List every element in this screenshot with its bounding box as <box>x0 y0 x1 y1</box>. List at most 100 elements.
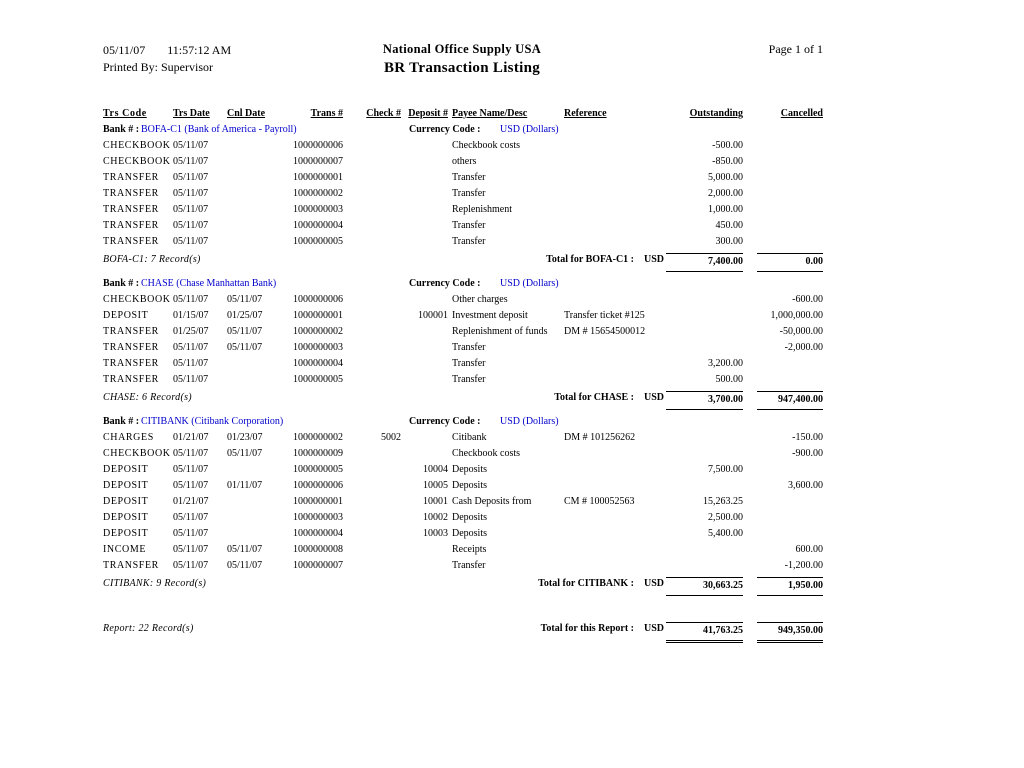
cell-check-no <box>343 292 401 308</box>
cell-payee: Deposits <box>452 464 487 475</box>
cell-outstanding: 2,500.00 <box>708 512 743 523</box>
cell-payee: Receipts <box>452 544 487 555</box>
cell-check-no <box>343 218 401 234</box>
cell-check-no <box>343 308 401 324</box>
cell-trans-no: 1000000006 <box>293 480 343 491</box>
cell-check-no <box>343 170 401 186</box>
cell-outstanding <box>664 446 743 462</box>
cell-deposit-no <box>401 558 448 574</box>
cell-code: INCOME <box>103 544 147 555</box>
cell-deposit-no <box>401 430 448 446</box>
transaction-row: CHARGES 01/21/07 01/23/07 1000000002 5002 Cit… <box>101 430 823 446</box>
cell-code: DEPOSIT <box>103 480 149 491</box>
print-date: 05/11/07 <box>103 43 146 57</box>
cell-payee: Transfer <box>452 188 486 199</box>
transaction-row: DEPOSIT 01/15/07 01/25/07 1000000001 100001 I… <box>101 308 823 324</box>
cell-reference <box>563 138 664 154</box>
cell-code: CHARGES <box>103 432 154 443</box>
cell-cnl-date <box>225 356 277 372</box>
cell-cancelled <box>743 494 823 510</box>
cell-payee: Transfer <box>452 172 486 183</box>
cell-deposit-no: 10002 <box>423 512 448 523</box>
cell-cancelled: 3,600.00 <box>788 480 823 491</box>
bank-record-summary: BOFA-C1: 7 Record(s) <box>103 254 201 265</box>
cell-payee: Investment deposit <box>452 310 528 321</box>
cell-cancelled: -50,000.00 <box>779 326 823 337</box>
cell-payee: Cash Deposits from <box>452 496 532 507</box>
cell-code: CHECKBOOK <box>103 140 171 151</box>
cell-reference: CM # 100052563 <box>564 496 635 507</box>
cell-payee: Transfer <box>452 220 486 231</box>
bank-total-currency: USD <box>644 254 665 265</box>
cell-code: DEPOSIT <box>103 528 149 539</box>
cell-reference <box>563 340 664 356</box>
bank-total-label: Total for CHASE : <box>554 392 634 403</box>
cell-deposit-no <box>401 218 448 234</box>
cell-outstanding: 5,000.00 <box>708 172 743 183</box>
cell-trans-no: 1000000007 <box>293 560 343 571</box>
cell-cancelled <box>743 218 823 234</box>
cell-code: TRANSFER <box>103 560 159 571</box>
cell-trs-date: 05/11/07 <box>173 544 209 555</box>
cell-code: DEPOSIT <box>103 464 149 475</box>
report-total-outstanding: 41,763.25 <box>666 622 743 643</box>
cell-cnl-date <box>225 202 277 218</box>
cell-cancelled <box>743 526 823 542</box>
cell-trs-date: 05/11/07 <box>173 464 209 475</box>
cell-trans-no: 1000000002 <box>293 432 343 443</box>
bank-total-row: CITIBANK: 9 Record(s) Total for CITIBANK … <box>101 577 823 596</box>
cell-cnl-date <box>225 372 277 388</box>
cell-cnl-date <box>225 494 277 510</box>
bank-total-outstanding: 7,400.00 <box>666 253 743 272</box>
cell-deposit-no <box>401 186 448 202</box>
cell-check-no <box>343 372 401 388</box>
cell-trs-date: 05/11/07 <box>173 358 209 369</box>
cell-cnl-date: 05/11/07 <box>227 448 263 459</box>
bank-total-currency: USD <box>644 392 665 403</box>
bank-total-row: CHASE: 6 Record(s) Total for CHASE : USD 3,… <box>101 391 823 410</box>
cell-code: CHECKBOOK <box>103 448 171 459</box>
cell-cnl-date: 05/11/07 <box>227 560 263 571</box>
cell-cancelled <box>743 170 823 186</box>
column-header-trs-code: Trs Code <box>103 108 147 119</box>
cell-deposit-no <box>401 340 448 356</box>
cell-trs-date: 05/11/07 <box>173 528 209 539</box>
cell-trs-date: 05/11/07 <box>173 374 209 385</box>
cell-reference <box>563 478 664 494</box>
cell-outstanding: 3,200.00 <box>708 358 743 369</box>
cell-cnl-date: 01/23/07 <box>227 432 263 443</box>
cell-deposit-no <box>401 170 448 186</box>
company-name: National Office Supply USA <box>382 42 542 56</box>
cell-check-no <box>343 494 401 510</box>
transaction-row: TRANSFER 05/11/07 1000000001 Transfer 5,000.… <box>101 170 823 186</box>
bank-record-summary: CITIBANK: 9 Record(s) <box>103 578 207 589</box>
cell-cnl-date <box>225 462 277 478</box>
transaction-row: TRANSFER 05/11/07 05/11/07 1000000003 Transf… <box>101 340 823 356</box>
cell-payee: Checkbook costs <box>452 448 521 459</box>
cell-code: TRANSFER <box>103 204 159 215</box>
cell-cancelled: 600.00 <box>795 544 824 555</box>
cell-cnl-date <box>225 526 277 542</box>
transaction-row: CHECKBOOK 05/11/07 05/11/07 1000000009 Check… <box>101 446 823 462</box>
cell-cnl-date: 05/11/07 <box>227 342 263 353</box>
cell-deposit-no <box>401 202 448 218</box>
cell-code: TRANSFER <box>103 374 159 385</box>
bank-section: Bank # : BOFA-C1 (Bank of America - Payro… <box>101 122 823 272</box>
cell-outstanding: 500.00 <box>715 374 744 385</box>
header-left: 05/11/07 11:57:12 AM Printed By: Supervis… <box>103 42 231 76</box>
cell-outstanding: 300.00 <box>715 236 744 247</box>
page-number: Page 1 of 1 <box>768 42 823 56</box>
cell-payee: Transfer <box>452 358 486 369</box>
cell-cnl-date <box>225 138 277 154</box>
column-header-reference: Reference <box>564 108 607 119</box>
bank-name: BOFA-C1 (Bank of America - Payroll) <box>141 124 297 135</box>
cell-deposit-no <box>401 234 448 250</box>
column-header-cancelled: Cancelled <box>780 108 823 119</box>
transaction-row: TRANSFER 05/11/07 1000000005 Transfer 500.00 <box>101 372 823 388</box>
cell-cnl-date: 01/25/07 <box>227 310 263 321</box>
cell-reference: DM # 15654500012 <box>564 326 646 337</box>
cell-code: TRANSFER <box>103 188 159 199</box>
cell-payee: Transfer <box>452 374 486 385</box>
cell-cancelled: -2,000.00 <box>784 342 823 353</box>
